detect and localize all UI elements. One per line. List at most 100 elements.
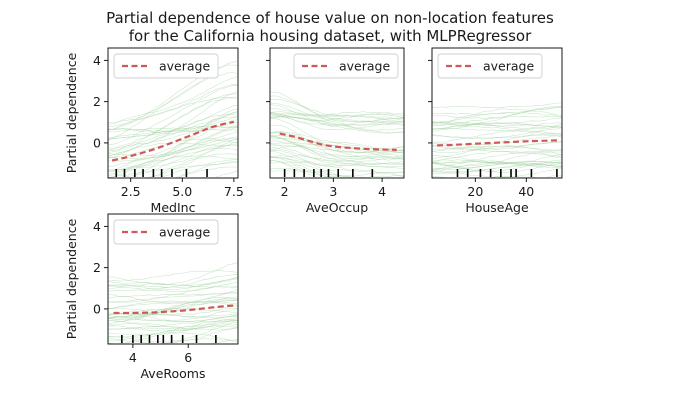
average-line: [113, 304, 236, 315]
ice-line: [432, 133, 562, 139]
ice-line: [432, 152, 562, 164]
plot-area: [270, 91, 404, 178]
legend-box: [113, 219, 219, 245]
ice-line: [108, 307, 238, 315]
ice-line: [432, 161, 562, 170]
ice-line: [108, 262, 238, 286]
axes-frame: [269, 47, 405, 179]
ice-line: [108, 93, 238, 149]
ice-line: [108, 301, 238, 318]
ice-line: [108, 342, 238, 344]
ice-line: [108, 125, 238, 172]
ice-line: [432, 102, 562, 109]
ice-line: [108, 111, 238, 175]
ice-line: [432, 117, 562, 125]
ice-line: [108, 76, 238, 125]
ice-line: [270, 132, 404, 161]
ice-line: [158, 159, 238, 178]
ice-line: [108, 345, 238, 354]
ice-line: [108, 125, 238, 133]
ice-line: [108, 85, 238, 146]
ice-line: [432, 108, 562, 124]
axes-frame: [107, 213, 239, 345]
x-tick-label: 7.5: [224, 184, 244, 199]
ice-line: [150, 153, 238, 178]
ice-line: [108, 147, 238, 178]
legend-label: average: [339, 59, 390, 74]
ice-line: [432, 164, 562, 175]
ice-line: [432, 122, 562, 130]
ice-line: [270, 95, 404, 122]
legend: average: [437, 53, 543, 79]
ice-line: [108, 278, 238, 289]
legend-box: [293, 53, 399, 79]
x-axis-label: HouseAge: [465, 200, 529, 215]
ice-line: [432, 159, 562, 172]
ice-line: [270, 125, 404, 165]
ice-line: [270, 98, 404, 119]
ice-line: [270, 161, 404, 174]
ice-line: [432, 154, 562, 164]
x-tick-label: 6: [184, 350, 192, 365]
axes-frame: [431, 47, 563, 179]
ice-line: [270, 140, 404, 157]
legend-label: average: [483, 59, 534, 74]
title-line-2: for the California housing dataset, with…: [129, 27, 532, 45]
x-tick-label: 4: [129, 350, 137, 365]
ice-line: [432, 130, 562, 144]
ice-line: [432, 127, 562, 139]
ice-line: [270, 160, 404, 178]
y-tick-label: 0: [93, 135, 101, 150]
x-tick-label: 20: [467, 184, 483, 199]
ice-line: [176, 166, 238, 178]
y-tick-label: 2: [93, 94, 101, 109]
ice-line: [432, 151, 562, 161]
legend: average: [293, 53, 399, 79]
ice-line: [270, 108, 404, 118]
ice-line: [270, 144, 404, 153]
ice-line: [432, 167, 562, 178]
x-tick-label: 2.5: [121, 184, 141, 199]
ice-line: [108, 277, 238, 290]
legend-label: average: [159, 59, 210, 74]
y-axis-label: Partial dependence: [64, 218, 79, 339]
ice-line: [270, 131, 404, 151]
ice-line: [432, 145, 562, 159]
ice-line: [270, 115, 404, 134]
ice-line: [270, 136, 404, 163]
ice-line: [108, 298, 238, 319]
ice-line: [270, 102, 404, 124]
ice-line: [432, 161, 562, 165]
ice-line: [432, 122, 562, 127]
y-tick-label: 4: [93, 219, 101, 234]
plot-area: [432, 102, 562, 178]
ice-line: [108, 161, 238, 178]
ice-line: [432, 148, 562, 153]
ice-line: [108, 321, 238, 342]
subplot-medinc: 2.5 5.0 7.5 0 2 4 MedInc Partial dependence aver…: [64, 47, 244, 215]
ice-line: [432, 105, 562, 119]
ice-line: [108, 305, 238, 316]
ice-line: [270, 167, 336, 178]
x-axis-label: AveRooms: [140, 366, 205, 381]
ice-line: [108, 289, 238, 304]
y-axis-label: Partial dependence: [64, 52, 79, 173]
ice-line: [270, 118, 404, 154]
axes-frame: [107, 47, 239, 179]
y-tick-label: 4: [93, 53, 101, 68]
ice-line: [270, 91, 404, 126]
ice-line: [108, 269, 238, 282]
ice-line: [432, 126, 562, 131]
ice-line: [108, 129, 238, 139]
ice-line: [270, 160, 318, 178]
ice-line: [270, 149, 353, 178]
ice-line: [432, 162, 562, 173]
average-line: [437, 139, 557, 147]
ice-line: [108, 91, 238, 159]
ice-line: [270, 116, 404, 134]
ice-line: [144, 139, 238, 178]
ice-line: [432, 140, 562, 151]
x-tick-label: 3: [329, 184, 337, 199]
plot-area: [108, 262, 238, 354]
ice-line: [108, 97, 238, 152]
